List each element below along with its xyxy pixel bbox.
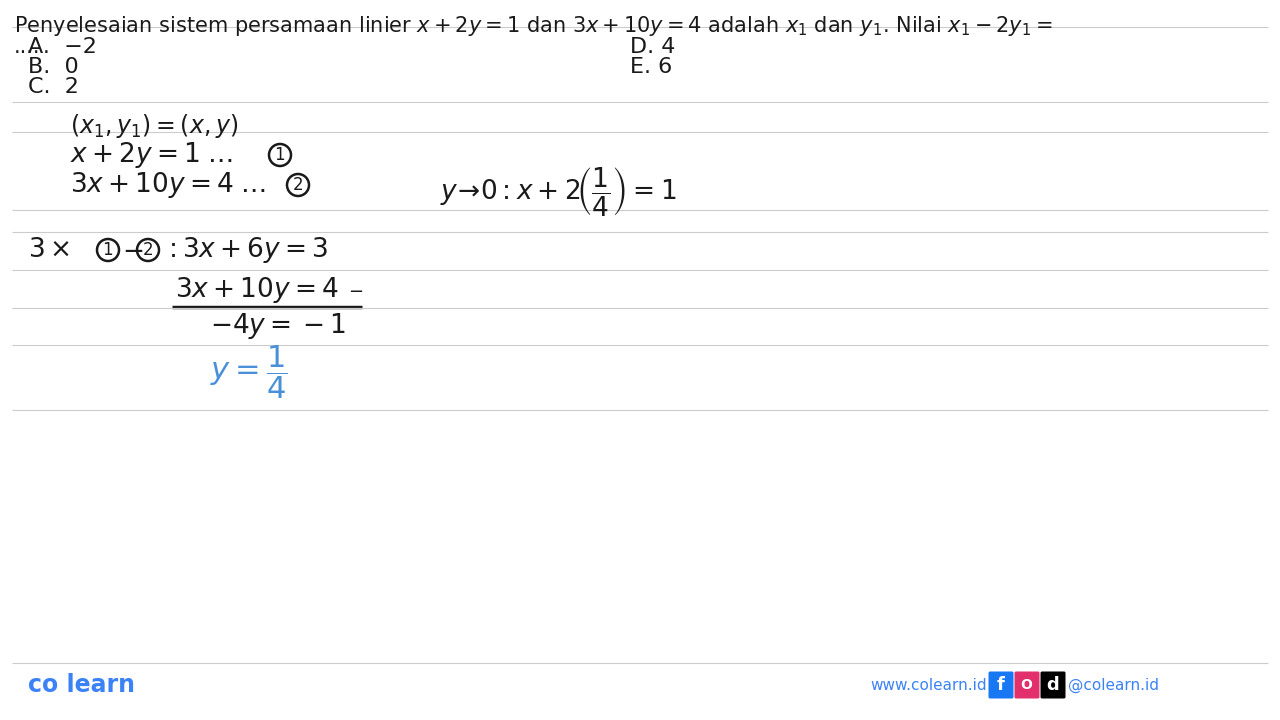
FancyBboxPatch shape bbox=[1041, 672, 1065, 698]
Text: co learn: co learn bbox=[28, 673, 134, 697]
Text: $y = \dfrac{1}{4}$: $y = \dfrac{1}{4}$ bbox=[210, 343, 288, 401]
Text: $2$: $2$ bbox=[293, 176, 303, 194]
Text: D. 4: D. 4 bbox=[630, 37, 676, 57]
Text: $-4y = -1$: $-4y = -1$ bbox=[210, 311, 346, 341]
Text: B.  0: B. 0 bbox=[28, 57, 79, 77]
Text: $y \!\rightarrow\! 0 : x + 2\!\left(\dfrac{1}{4}\right) = 1$: $y \!\rightarrow\! 0 : x + 2\!\left(\dfr… bbox=[440, 165, 676, 218]
Text: www.colearn.id: www.colearn.id bbox=[870, 678, 987, 693]
Text: $3x + 10y = 4 \;\ldots$: $3x + 10y = 4 \;\ldots$ bbox=[70, 170, 265, 200]
Text: ....: .... bbox=[14, 37, 41, 57]
Text: $1$: $1$ bbox=[274, 146, 285, 164]
Text: $(x_1, y_1) = (x, y)$: $(x_1, y_1) = (x, y)$ bbox=[70, 112, 238, 140]
Text: $\bf{f}$: $\bf{f}$ bbox=[996, 676, 1006, 694]
Text: $2$: $2$ bbox=[142, 241, 154, 259]
Text: $x + 2y = 1 \;\ldots$: $x + 2y = 1 \;\ldots$ bbox=[70, 140, 233, 170]
FancyBboxPatch shape bbox=[988, 672, 1014, 698]
Text: $3\times$: $3\times$ bbox=[28, 237, 70, 263]
Text: $\bf{d}$: $\bf{d}$ bbox=[1046, 676, 1060, 694]
Text: $\bf{O}$: $\bf{O}$ bbox=[1020, 678, 1033, 692]
Text: $-$: $-$ bbox=[122, 237, 143, 263]
Text: $-$: $-$ bbox=[348, 281, 364, 299]
FancyBboxPatch shape bbox=[1015, 672, 1039, 698]
Text: Penyelesaian sistem persamaan linier $x + 2y = 1$ dan $3x + 10y = 4$ adalah $x_1: Penyelesaian sistem persamaan linier $x … bbox=[14, 14, 1052, 38]
Text: C.  2: C. 2 bbox=[28, 77, 79, 97]
Text: $: 3x + 6y = 3$: $: 3x + 6y = 3$ bbox=[163, 235, 328, 265]
Text: E. 6: E. 6 bbox=[630, 57, 672, 77]
Text: $3x + 10y = 4$: $3x + 10y = 4$ bbox=[175, 275, 339, 305]
Text: A.  −2: A. −2 bbox=[28, 37, 97, 57]
Text: @colearn.id: @colearn.id bbox=[1068, 678, 1158, 693]
Text: $1$: $1$ bbox=[102, 241, 114, 259]
